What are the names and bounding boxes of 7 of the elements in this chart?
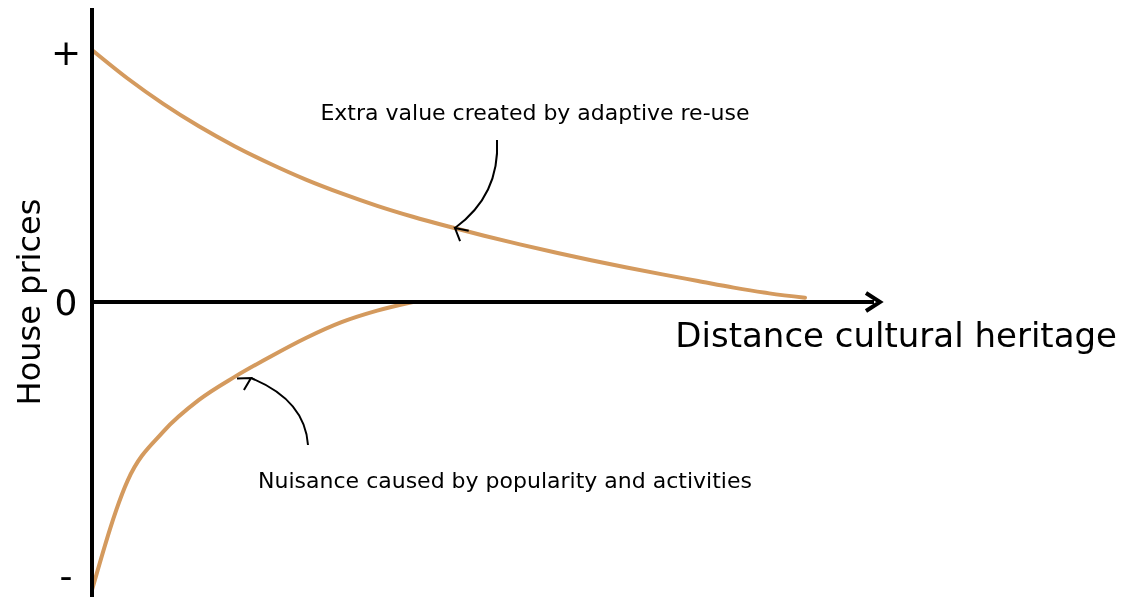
annotation: Extra value created by adaptive re-use bbox=[320, 100, 750, 125]
annotation: Nuisance caused by popularity and activities bbox=[258, 468, 752, 493]
annotation: + bbox=[50, 31, 82, 73]
annotation: 0 bbox=[54, 281, 78, 323]
x-axis-title: Distance cultural heritage bbox=[675, 315, 1117, 355]
y-axis-title: House prices bbox=[10, 198, 48, 406]
text: - bbox=[59, 554, 73, 596]
